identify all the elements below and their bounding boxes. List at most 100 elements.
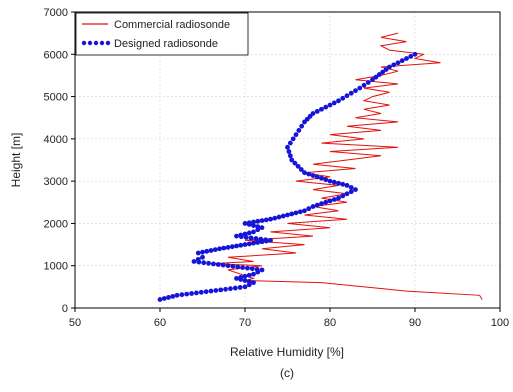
designed-dot <box>201 260 207 266</box>
designed-dot <box>298 167 304 172</box>
designed-dot <box>287 153 293 159</box>
designed-dot <box>246 241 252 247</box>
plot-frame <box>74 11 501 309</box>
designed-dot <box>240 265 245 270</box>
designed-dot <box>242 278 248 283</box>
designed-dot <box>314 174 320 180</box>
designed-dot <box>242 231 248 237</box>
designed-point-28 <box>302 170 307 176</box>
designed-dot <box>297 209 303 215</box>
designed-dot <box>255 224 261 230</box>
designed-dot <box>254 266 260 272</box>
designed-dot <box>189 291 194 296</box>
designed-point-21 <box>302 208 307 214</box>
designed-dot <box>220 262 226 268</box>
designed-point-31 <box>293 132 299 138</box>
x-tick-label-60: 60 <box>154 317 166 329</box>
designed-dot <box>166 295 171 300</box>
figure-caption: (c) <box>280 366 294 380</box>
designed-point-18 <box>242 221 248 226</box>
designed-dot <box>215 262 221 267</box>
designed-dot <box>296 127 302 133</box>
designed-point-29 <box>289 157 295 163</box>
y-tick-label-7000: 7000 <box>44 7 68 19</box>
series-commercial-radiosonde-line <box>210 32 483 300</box>
designed-dot <box>208 248 214 253</box>
designed-dot <box>246 279 252 284</box>
designed-dot <box>234 243 239 249</box>
designed-dot <box>249 266 255 272</box>
designed-dot <box>353 88 358 94</box>
designed-dot <box>246 220 252 226</box>
designed-dot <box>238 232 244 238</box>
designed-dot <box>232 285 238 291</box>
y-tick-label-5000: 5000 <box>44 92 68 104</box>
designed-dot <box>221 245 227 251</box>
designed-dot <box>280 213 286 219</box>
designed-dot <box>184 291 190 297</box>
designed-point-27 <box>327 178 333 184</box>
designed-dot <box>242 273 248 279</box>
designed-dot <box>238 242 244 248</box>
designed-dot <box>238 274 244 280</box>
designed-dot <box>204 248 210 254</box>
designed-dot <box>348 185 354 190</box>
y-tick-label-2000: 2000 <box>44 218 68 230</box>
designed-point-24 <box>344 191 350 197</box>
designed-dot <box>323 199 329 205</box>
designed-dot <box>299 123 305 129</box>
designed-dot <box>336 180 341 186</box>
designed-point-22 <box>310 204 316 209</box>
designed-dot <box>251 240 256 246</box>
x-tick-label-90: 90 <box>409 317 421 329</box>
designed-dot <box>211 261 216 267</box>
designed-dot <box>292 160 298 166</box>
designed-dot <box>361 82 367 88</box>
designed-dot <box>198 289 204 295</box>
designed-point-23 <box>336 195 341 201</box>
designed-point-19 <box>268 216 273 222</box>
designed-dot <box>287 140 293 146</box>
designed-dot <box>245 265 250 271</box>
designed-dot <box>306 206 312 212</box>
designed-point-26 <box>344 182 350 188</box>
designed-point-4 <box>251 280 256 286</box>
designed-dot <box>161 296 167 301</box>
designed-dot <box>327 102 333 108</box>
designed-point-36 <box>370 77 375 83</box>
designed-dot <box>258 236 264 242</box>
grid-lines <box>75 12 500 308</box>
designed-dot <box>319 106 324 112</box>
designed-dot <box>251 219 256 225</box>
x-axis-ticks: 50 60 70 80 90 100 <box>69 308 509 329</box>
series-layer <box>157 32 483 302</box>
designed-dot <box>380 69 386 75</box>
designed-dot <box>212 247 218 253</box>
y-tick-label-1000: 1000 <box>44 261 68 273</box>
designed-dot <box>194 290 199 296</box>
designed-dot <box>408 54 414 59</box>
designed-dot <box>225 244 231 250</box>
designed-dot <box>251 223 256 228</box>
designed-point-7 <box>259 267 265 273</box>
y-tick-label-6000: 6000 <box>44 49 68 61</box>
designed-dot <box>376 72 382 77</box>
designed-point-13 <box>242 242 248 247</box>
designed-dot <box>314 108 320 114</box>
designed-dot <box>259 218 265 224</box>
designed-dot <box>319 201 324 207</box>
designed-point-2 <box>208 288 214 294</box>
designed-dot <box>237 285 243 290</box>
designed-dot <box>340 95 346 101</box>
designed-point-39 <box>412 51 418 57</box>
designed-point-16 <box>251 229 256 235</box>
designed-point-5 <box>234 276 239 281</box>
designed-dot <box>206 260 211 266</box>
y-tick-label-3000: 3000 <box>44 176 68 188</box>
designed-point-11 <box>195 250 201 256</box>
designed-dot <box>179 292 185 298</box>
designed-dot <box>223 286 228 292</box>
designed-dot <box>195 256 201 262</box>
designed-dot <box>246 230 252 236</box>
